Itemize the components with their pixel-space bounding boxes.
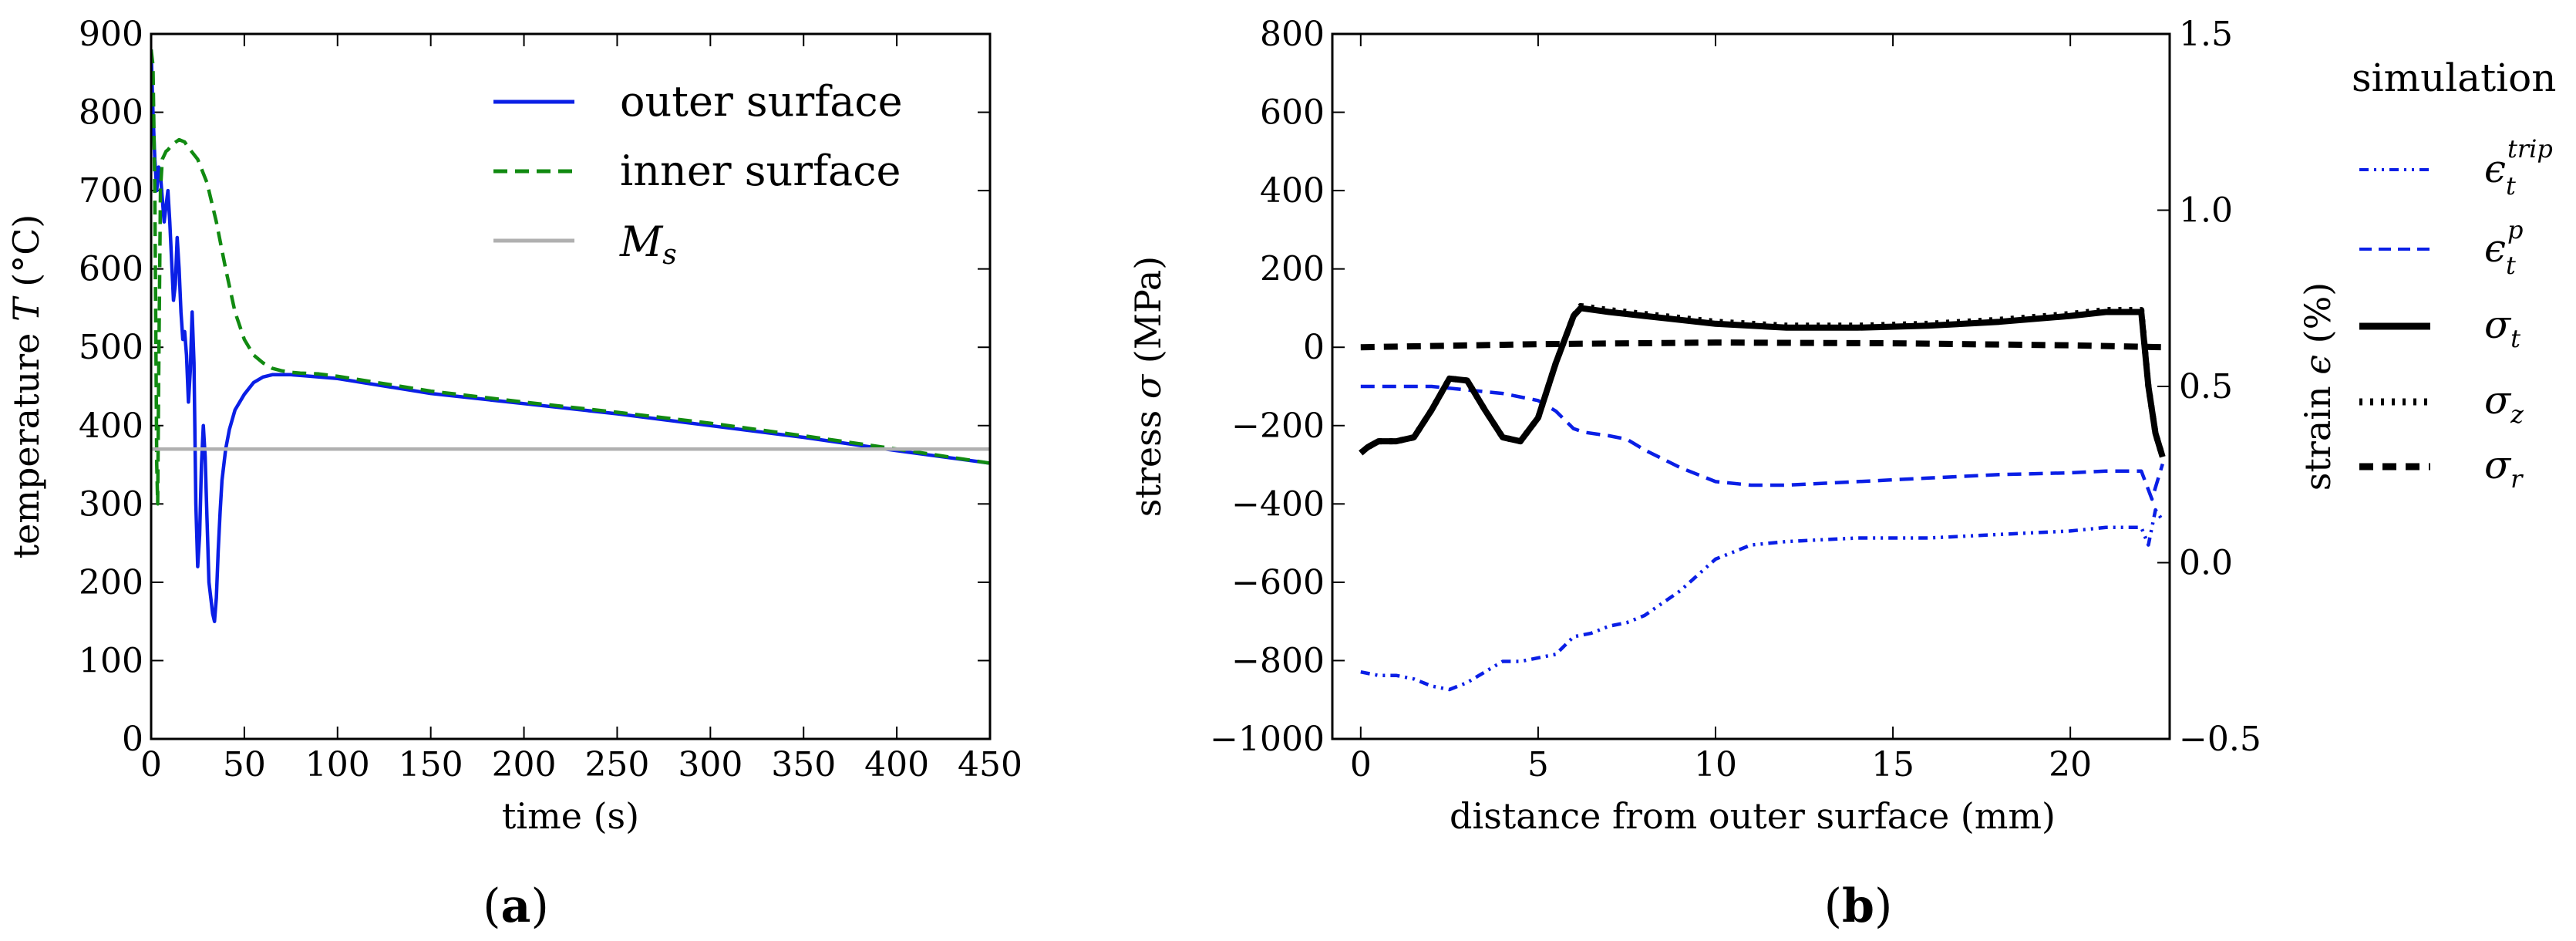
x-tick-label: 20 bbox=[2049, 745, 2092, 784]
y2-tick-label: 0.0 bbox=[2179, 544, 2233, 583]
y-tick-label: −600 bbox=[1231, 563, 1325, 602]
panel-b-series bbox=[1359, 302, 2166, 692]
y-tick-label: 600 bbox=[1260, 93, 1325, 133]
legend-eps-p-label: ϵp t bbox=[2484, 215, 2524, 280]
y-tick-label: 500 bbox=[79, 328, 143, 367]
y2-tick-label: 1.0 bbox=[2179, 191, 2233, 231]
y-tick-label: 700 bbox=[79, 171, 143, 211]
x-tick-label: 300 bbox=[678, 745, 742, 784]
series-sigma-t-line bbox=[1359, 305, 2166, 458]
legend-outer-surface-label: outer surface bbox=[620, 77, 903, 126]
x-tick-label: 200 bbox=[492, 745, 557, 784]
y-tick-label: 200 bbox=[1260, 250, 1325, 289]
y2-tick-label: −0.5 bbox=[2179, 720, 2261, 759]
series-sigma-r-line bbox=[1360, 339, 2163, 351]
x-tick-label: 450 bbox=[958, 745, 1022, 784]
panel-a-tick-labels: 0 50 100 150 200 250 300 350 400 450 0 100 200 300 400… bbox=[79, 15, 1022, 784]
legend-eps-trip-label: ϵtrip t bbox=[2484, 134, 2553, 201]
y-tick-label: 900 bbox=[79, 15, 143, 54]
y-tick-label: −400 bbox=[1231, 484, 1325, 524]
legend-sigma-z-label: σz bbox=[2484, 378, 2524, 429]
y-tick-label: −200 bbox=[1231, 406, 1325, 446]
panel-a-plot-frame bbox=[150, 32, 992, 740]
panel-b: 0 5 10 15 20 −1000 −800 −600 −400 −200 0 200 400 600 8… bbox=[1127, 15, 2556, 933]
x-tick-label: 0 bbox=[140, 745, 162, 784]
series-inner-surface-line bbox=[151, 49, 990, 506]
y-tick-label: 200 bbox=[79, 563, 143, 602]
x-tick-label: 50 bbox=[223, 745, 266, 784]
panel-b-tick-labels: 0 5 10 15 20 −1000 −800 −600 −400 −200 0 200 400 600 8… bbox=[1210, 15, 2261, 784]
y-tick-label: 800 bbox=[1260, 15, 1325, 54]
panel-a-x-axis-label: time (s) bbox=[502, 795, 639, 837]
y-tick-label: 400 bbox=[79, 406, 143, 446]
x-tick-label: 100 bbox=[305, 745, 370, 784]
x-tick-label: 150 bbox=[399, 745, 463, 784]
panel-a-ticks bbox=[150, 33, 991, 740]
y-tick-label: 300 bbox=[79, 484, 143, 524]
y-tick-label: 400 bbox=[1260, 171, 1325, 211]
legend-title: simulation bbox=[2352, 56, 2556, 100]
panel-a-caption: (a) bbox=[483, 879, 549, 933]
x-tick-label: 0 bbox=[1350, 745, 1372, 784]
legend-inner-surface-label: inner surface bbox=[620, 147, 901, 195]
x-tick-label: 400 bbox=[864, 745, 929, 784]
panel-b-x-axis-label: distance from outer surface (mm) bbox=[1450, 795, 2056, 837]
y-tick-label: −1000 bbox=[1210, 720, 1325, 759]
panel-a-y-axis-label: temperature T (°C) bbox=[5, 214, 47, 559]
panel-b-y-axis-label: stress σ (MPa) bbox=[1127, 256, 1169, 517]
panel-b-ticks bbox=[1332, 33, 2170, 740]
legend-ms-label: Ms bbox=[619, 218, 677, 271]
y-tick-label: 0 bbox=[122, 720, 143, 759]
series-outer-surface-line bbox=[151, 49, 990, 623]
y-tick-label: 800 bbox=[79, 93, 143, 133]
panel-b-legend: simulation ϵtrip t ϵp t σt σz σr bbox=[2352, 56, 2556, 494]
panel-b-caption: (b) bbox=[1824, 879, 1893, 933]
y-tick-label: 600 bbox=[79, 250, 143, 289]
x-tick-label: 10 bbox=[1694, 745, 1737, 784]
y-tick-label: 100 bbox=[79, 641, 143, 680]
legend-sigma-r-label: σr bbox=[2484, 443, 2524, 494]
series-epsilon-t-trip-line bbox=[1360, 508, 2164, 692]
y-tick-label: 0 bbox=[1303, 328, 1325, 367]
x-tick-label: 250 bbox=[584, 745, 649, 784]
panel-a-legend: outer surface inner surface Ms bbox=[493, 77, 903, 271]
x-tick-label: 15 bbox=[1871, 745, 1914, 784]
x-tick-label: 350 bbox=[771, 745, 836, 784]
y2-tick-label: 0.5 bbox=[2179, 367, 2233, 406]
y-tick-label: −800 bbox=[1231, 641, 1325, 680]
series-epsilon-t-p-line bbox=[1360, 384, 2164, 501]
panel-a: 0 50 100 150 200 250 300 350 400 450 0 100 200 300 400… bbox=[5, 15, 1022, 933]
x-tick-label: 5 bbox=[1527, 745, 1549, 784]
series-sigma-z-line bbox=[1359, 302, 2166, 458]
legend-sigma-t-label: σt bbox=[2484, 302, 2520, 353]
panel-b-y2-axis-label: strain ϵ (%) bbox=[2297, 282, 2339, 491]
panel-b-plot-frame bbox=[1331, 32, 2171, 740]
panel-a-series bbox=[151, 49, 990, 623]
y2-tick-label: 1.5 bbox=[2179, 15, 2233, 54]
